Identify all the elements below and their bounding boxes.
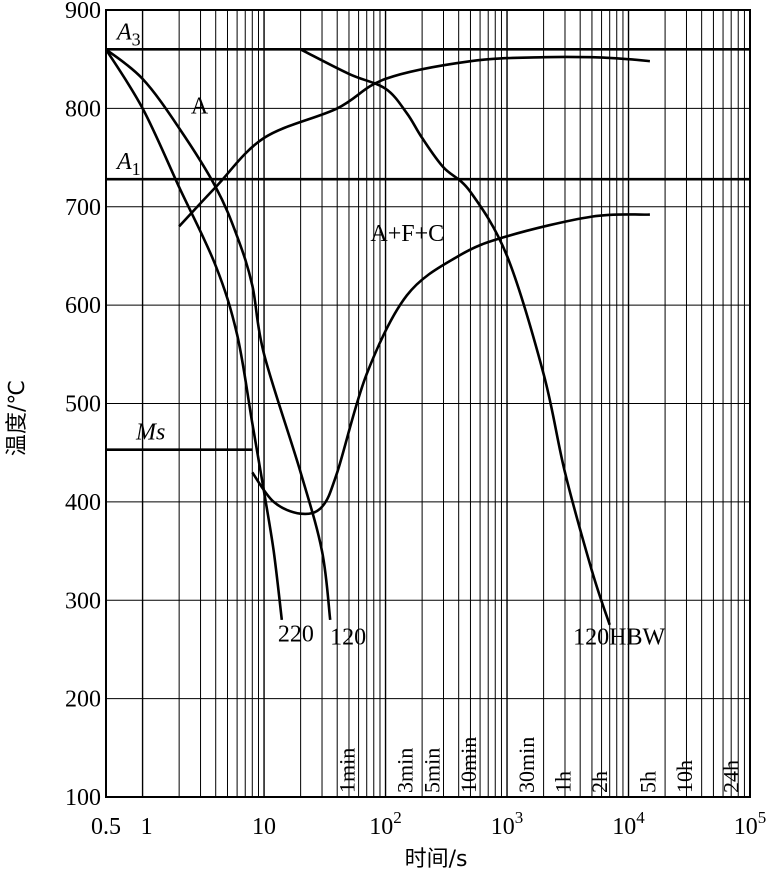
x-tick-label: 1 — [141, 814, 153, 840]
y-tick-label: 800 — [65, 96, 101, 122]
x-axis-title: 时间/s — [405, 847, 468, 872]
cooling-curve-220 — [105, 48, 332, 621]
time-mark-label: 1min — [335, 748, 360, 793]
y-tick-label: 300 — [65, 588, 101, 614]
y-tick-label: 400 — [65, 490, 101, 516]
x-tick-label: 105 — [734, 808, 767, 840]
annotation-label: 220 — [278, 622, 314, 648]
y-tick-label: 700 — [65, 195, 101, 221]
y-tick-label: 600 — [65, 293, 101, 319]
time-mark-label: 30min — [514, 737, 539, 793]
annotation-label: 120HBW — [573, 625, 665, 651]
y-tick-label: 200 — [65, 687, 101, 713]
time-mark-label: 24h — [718, 760, 743, 793]
transformation-curve-1 — [104, 48, 284, 621]
cooling-curve-120 — [300, 48, 611, 626]
y-tick-label: 900 — [65, 0, 101, 24]
x-tick-label: 103 — [491, 808, 523, 840]
x-tick-label: 0.5 — [91, 814, 121, 840]
time-mark-label: 3min — [393, 748, 418, 793]
cooling-curve-120hbw — [178, 55, 651, 228]
x-tick-label: 10 — [252, 814, 276, 840]
y-axis-title: 温度/℃ — [5, 380, 30, 456]
time-mark-label: 5h — [636, 771, 661, 793]
axis-titles: 时间/s 温度/℃ — [5, 380, 467, 872]
ref-label-a1: A1 — [115, 149, 141, 179]
curves — [104, 48, 651, 626]
annotation-label: 120 — [330, 625, 366, 651]
x-tick-label: 104 — [612, 808, 645, 840]
ref-label-a3: A3 — [115, 19, 141, 49]
time-mark-label: 2h — [587, 771, 612, 793]
ref-label-ms: Ms — [135, 420, 165, 446]
plot-frame — [105, 9, 751, 798]
transformation-curve-5 — [251, 213, 650, 516]
reference-lines — [106, 48, 750, 452]
y-tick-label: 100 — [65, 785, 101, 811]
y-tick-label: 500 — [65, 392, 101, 418]
time-mark-label: 1h — [551, 771, 576, 793]
annotation-label: A — [191, 93, 209, 119]
grid — [105, 9, 751, 798]
time-mark-label: 10min — [456, 737, 481, 793]
time-mark-label: 5min — [420, 748, 445, 793]
x-tick-label: 102 — [369, 808, 402, 840]
annotation-label: A+F+C — [370, 221, 444, 247]
time-mark-label: 10h — [672, 760, 697, 793]
